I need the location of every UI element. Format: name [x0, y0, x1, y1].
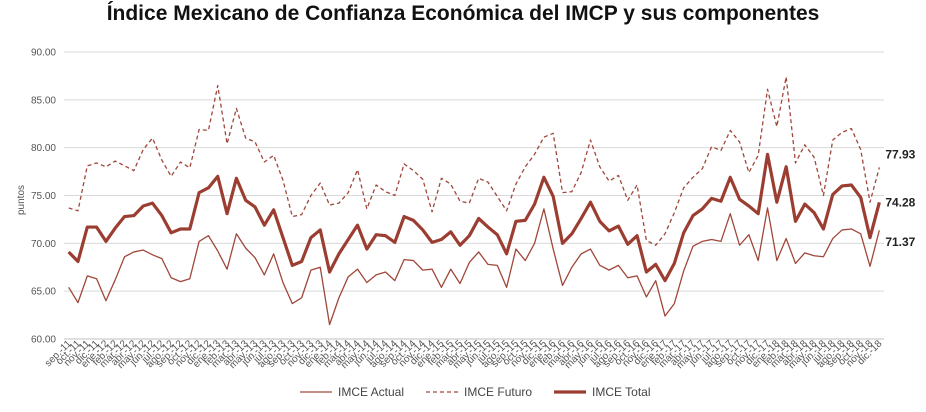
end-value-label: 74.28	[885, 195, 915, 209]
end-value-label: 77.93	[885, 147, 915, 161]
legend-item-actual: IMCE Actual	[300, 385, 404, 399]
legend: IMCE Actual IMCE Futuro IMCE Total	[300, 385, 673, 399]
end-value-label: 71.37	[885, 235, 915, 249]
y-tick-label: 65.00	[31, 287, 56, 298]
series-lines	[67, 76, 881, 326]
legend-swatch-futuro	[426, 391, 459, 393]
y-tick-label: 60.00	[31, 335, 56, 346]
y-axis: 60.00 65.00 70.00 75.00 80.00 85.00 90.00	[31, 48, 56, 346]
y-tick-label: 70.00	[31, 239, 56, 250]
series-line-imce-total	[67, 152, 881, 283]
legend-label-total: IMCE Total	[592, 385, 651, 399]
y-tick-label: 80.00	[31, 143, 56, 154]
legend-swatch-total	[554, 390, 587, 394]
y-tick-label: 75.00	[31, 191, 56, 202]
y-axis-title: puntos	[16, 185, 27, 215]
y-tick-label: 90.00	[31, 48, 56, 59]
legend-item-total: IMCE Total	[554, 385, 651, 399]
end-labels: 77.93 74.28 71.37	[885, 147, 915, 249]
series-line-imce-futuro	[68, 76, 880, 246]
legend-swatch-actual	[300, 391, 332, 393]
x-axis: sep.-11oct.-11nov.-11dic.-11ene.-12feb.-…	[43, 338, 885, 371]
series-line-imce-actual	[68, 207, 880, 326]
chart-title: Índice Mexicano de Confianza Económica d…	[106, 2, 820, 25]
legend-label-actual: IMCE Actual	[338, 385, 405, 399]
legend-item-futuro: IMCE Futuro	[426, 385, 532, 399]
y-tick-label: 85.00	[31, 95, 56, 106]
legend-label-futuro: IMCE Futuro	[464, 385, 533, 399]
